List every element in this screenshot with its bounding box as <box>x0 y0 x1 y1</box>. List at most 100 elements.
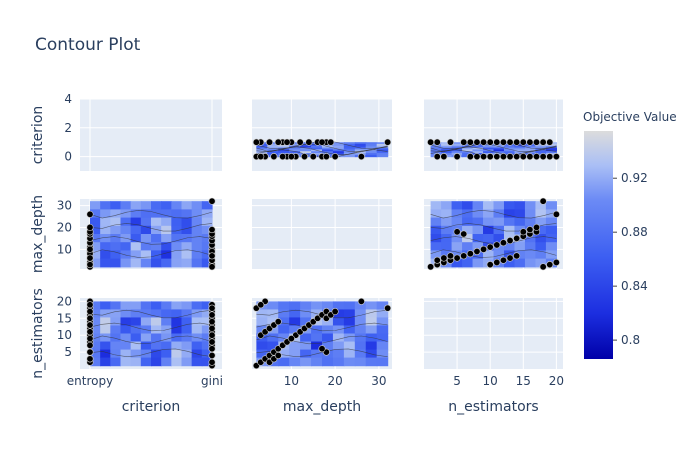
contour-cell <box>140 341 152 351</box>
contour-cell <box>332 147 345 150</box>
trial-point <box>296 138 304 146</box>
contour-cell <box>441 242 453 252</box>
contour-cell <box>151 225 162 235</box>
contour-cell <box>354 333 367 343</box>
contour-cell <box>100 317 111 327</box>
contour-cell <box>278 349 290 359</box>
trial-point <box>506 237 514 245</box>
contour-cell <box>332 149 345 152</box>
contour-cell <box>256 349 268 359</box>
contour-cell <box>130 225 142 235</box>
contour-cell <box>171 234 183 243</box>
x-axis-title: n_estimators <box>448 399 538 415</box>
contour-cell <box>161 234 172 243</box>
contour-cell <box>451 258 463 268</box>
contour-cell <box>462 144 474 147</box>
contour-cell <box>441 217 453 227</box>
contour-cell <box>322 147 334 150</box>
contour-cell <box>181 309 193 319</box>
contour-cell <box>483 250 495 260</box>
contour-cell <box>365 142 378 145</box>
contour-cell <box>278 149 290 152</box>
contour-cell <box>483 147 495 150</box>
contour-cell <box>365 325 378 335</box>
trial-point <box>252 138 260 146</box>
contour-cell <box>376 154 389 158</box>
contour-cell <box>191 209 203 219</box>
trial-point <box>480 245 488 253</box>
trial-point <box>86 335 94 343</box>
trial-point <box>460 138 468 146</box>
contour-cell <box>493 234 505 243</box>
contour-cell <box>100 357 111 367</box>
contour-cell <box>472 145 484 149</box>
contour-cell <box>535 250 547 260</box>
contour-cell <box>151 349 162 359</box>
trial-point <box>480 153 488 161</box>
contour-cell <box>90 258 101 268</box>
contour-cell <box>376 309 389 319</box>
trial-point <box>86 223 94 231</box>
contour-cell <box>354 325 367 335</box>
trial-point <box>433 153 441 161</box>
trial-point <box>86 314 94 322</box>
contour-cell <box>181 349 193 359</box>
trial-point <box>493 138 501 146</box>
trial-point <box>208 252 216 260</box>
contour-cell <box>256 317 268 327</box>
trial-point <box>427 138 435 146</box>
x-axis-title: criterion <box>122 399 181 415</box>
contour-cell <box>545 250 557 260</box>
contour-cell <box>289 325 301 335</box>
trial-point <box>473 248 481 256</box>
contour-cell <box>140 209 152 219</box>
trial-point <box>539 138 547 146</box>
contour-cell <box>278 357 290 367</box>
contour-cell <box>354 317 367 327</box>
trial-point <box>208 358 216 366</box>
trial-point <box>466 250 474 258</box>
trial-point <box>519 153 527 161</box>
contour-cell <box>201 258 213 268</box>
y-tick-label: 5 <box>64 345 72 359</box>
trial-point <box>440 254 448 262</box>
contour-cell <box>332 309 345 319</box>
subplot-background <box>252 99 392 171</box>
contour-cell <box>90 357 101 367</box>
contour-cell <box>493 201 505 210</box>
contour-cell <box>483 234 495 243</box>
contour-cell <box>191 234 203 243</box>
contour-cell <box>110 301 122 311</box>
contour-cell <box>332 341 345 351</box>
trial-point <box>433 256 441 264</box>
contour-cell <box>181 217 193 227</box>
trial-point <box>208 197 216 205</box>
trial-point <box>331 308 339 316</box>
contour-cell <box>90 225 101 235</box>
contour-line <box>430 249 557 258</box>
contour-cell <box>472 242 484 252</box>
contour-cell <box>472 151 484 154</box>
contour-cell <box>289 357 301 367</box>
contour-cell <box>300 317 312 327</box>
contour-cell <box>545 151 557 154</box>
contour-cell <box>151 325 162 335</box>
contour-cell <box>289 142 301 145</box>
trial-point <box>257 301 265 309</box>
contour-cell <box>201 309 213 319</box>
contour-cell <box>100 341 111 351</box>
contour-cell <box>90 341 101 351</box>
contour-cell <box>483 209 495 219</box>
contour-cell <box>430 201 442 210</box>
contour-line <box>430 210 557 219</box>
contour-cell <box>130 234 142 243</box>
contour-cell <box>161 242 172 252</box>
contour-cell <box>90 333 101 343</box>
subplot-background <box>424 99 563 171</box>
trial-point <box>274 138 282 146</box>
contour-cell <box>535 258 547 268</box>
contour-cell <box>100 258 111 268</box>
contour-cell <box>151 242 162 252</box>
trial-point <box>305 138 313 146</box>
